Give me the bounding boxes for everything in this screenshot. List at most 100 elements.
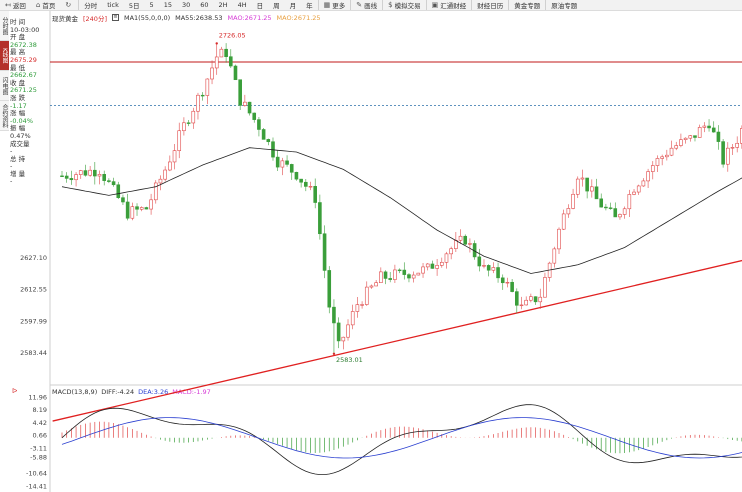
toolbar-item-11[interactable]: 4H	[233, 0, 252, 10]
toolbar-item-19[interactable]: ▣ 汇通财经	[425, 0, 472, 10]
candle-body	[374, 282, 378, 287]
macd-dea: DEA:3.26	[138, 387, 169, 396]
toolbar-item-6[interactable]: 5	[145, 0, 159, 10]
info-label: 开 盘	[10, 33, 26, 42]
toolbar-item-9[interactable]: 60	[195, 0, 213, 10]
toolbar-item-2[interactable]: ↻	[60, 0, 78, 10]
toolbar-item-15[interactable]: 年	[301, 0, 318, 10]
candle-body	[233, 65, 238, 81]
ma55-line	[61, 147, 742, 274]
toolbar-item-20[interactable]: 财经日历	[471, 0, 508, 10]
candle-body	[252, 112, 257, 120]
toolbar-label: 5日	[128, 2, 140, 10]
macd-settings-icon[interactable]: ᐅ	[12, 387, 18, 395]
toolbar-label: 首页	[42, 2, 56, 10]
candle-body	[205, 78, 210, 96]
toolbar-item-8[interactable]: 30	[177, 0, 195, 10]
candle-body	[590, 186, 594, 192]
info-label: 最 高	[10, 48, 26, 57]
candle-body	[486, 265, 491, 271]
home-icon: ⌂	[35, 1, 41, 9]
toolbar-item-22[interactable]: 原油专题	[545, 0, 582, 10]
candle-body	[458, 235, 463, 241]
tab-timeshare[interactable]: 分时图	[0, 11, 9, 41]
candle-body	[355, 304, 360, 312]
candle-body	[88, 169, 92, 176]
candle-body	[261, 129, 266, 140]
y-tick-label: 2597.99	[20, 317, 47, 325]
macd-y-tick-label: -14.41	[26, 482, 47, 490]
candle-body	[308, 186, 313, 188]
candle-body	[510, 281, 514, 292]
candle-body	[299, 178, 303, 183]
toolbar-item-18[interactable]: $ 模拟交易	[382, 0, 425, 10]
candle-body	[482, 265, 486, 267]
ma-label: MA1(55,0,0,0)	[123, 13, 171, 22]
toolbar-label: 更多	[332, 2, 346, 10]
candle-body	[463, 235, 468, 245]
tab-kline[interactable]: K线图	[0, 41, 9, 71]
toolbar-item-4[interactable]: tick	[102, 0, 124, 10]
candle-body	[102, 174, 106, 181]
tab-contract-info[interactable]: 合约资料	[0, 101, 9, 131]
toolbar-item-10[interactable]: 2H	[214, 0, 233, 10]
candle-body	[707, 125, 711, 129]
candle-body	[158, 178, 163, 184]
toolbar-item-0[interactable]: ↤ 返回	[0, 0, 31, 10]
candle-body	[135, 206, 139, 210]
candle-body	[238, 79, 242, 106]
candle-body	[618, 214, 622, 218]
toolbar-item-5[interactable]: 5日	[124, 0, 145, 10]
candle-body	[318, 202, 322, 235]
info-label: 时 间	[10, 18, 26, 26]
candle-body	[139, 207, 144, 210]
info-label: 成交量	[10, 139, 30, 148]
toolbar-label: 15	[163, 1, 172, 9]
candle-body	[491, 267, 496, 271]
toolbar-item-13[interactable]: 周	[268, 0, 285, 10]
candle-body	[69, 178, 74, 181]
candle-body	[369, 285, 374, 288]
candle-body	[83, 170, 88, 176]
candle-body	[379, 271, 383, 283]
toolbar-label: 5	[149, 1, 154, 9]
settings-icon[interactable]: ≡	[111, 14, 119, 21]
candle-body	[730, 147, 735, 149]
candle-body	[468, 243, 472, 245]
toolbar-label: 年	[306, 2, 313, 10]
candle-body	[196, 94, 200, 112]
mao-value: MAO:2671.25	[227, 13, 272, 22]
tab-lightning[interactable]: 闪电图	[0, 71, 9, 101]
macd-y-tick-label: 11.96	[28, 394, 47, 402]
toolbar-item-1[interactable]: ⌂ 首页	[31, 0, 60, 10]
macd-title-row: MACD(13,8,9) DIFF:-4.24 DEA:3.26 MACD:-1…	[52, 387, 215, 396]
toolbar-item-17[interactable]: ✎ 画线	[350, 0, 382, 10]
toolbar-label: 画线	[364, 2, 378, 10]
candle-body	[435, 265, 439, 269]
macd-y-tick-label: 8.19	[33, 406, 47, 414]
toolbar-item-3[interactable]: 分时	[78, 0, 102, 10]
info-value: -	[10, 162, 13, 171]
candle-body	[364, 286, 369, 305]
info-value: -	[10, 147, 13, 156]
candle-body	[636, 185, 641, 193]
toolbar-item-7[interactable]: 15	[159, 0, 177, 10]
toolbar-label: 返回	[12, 2, 26, 10]
info-label: 增 量	[10, 169, 26, 178]
toolbar-item-12[interactable]: 日	[252, 0, 269, 10]
candle-body	[64, 175, 69, 179]
candle-body	[594, 186, 599, 200]
toolbar-item-21[interactable]: 黄金专题	[508, 0, 545, 10]
candle-body	[561, 213, 566, 230]
candle-body	[332, 306, 336, 324]
candle-body	[449, 248, 453, 255]
toolbar-item-16[interactable]: ▦ 更多	[317, 0, 351, 10]
candle-body	[665, 154, 669, 158]
candle-body	[524, 299, 528, 306]
candle-body	[294, 171, 299, 180]
candle-body	[425, 263, 430, 268]
toolbar-item-14[interactable]: 月	[285, 0, 302, 10]
candle-body	[650, 165, 655, 172]
period-label[interactable]: [240分]	[83, 14, 107, 23]
